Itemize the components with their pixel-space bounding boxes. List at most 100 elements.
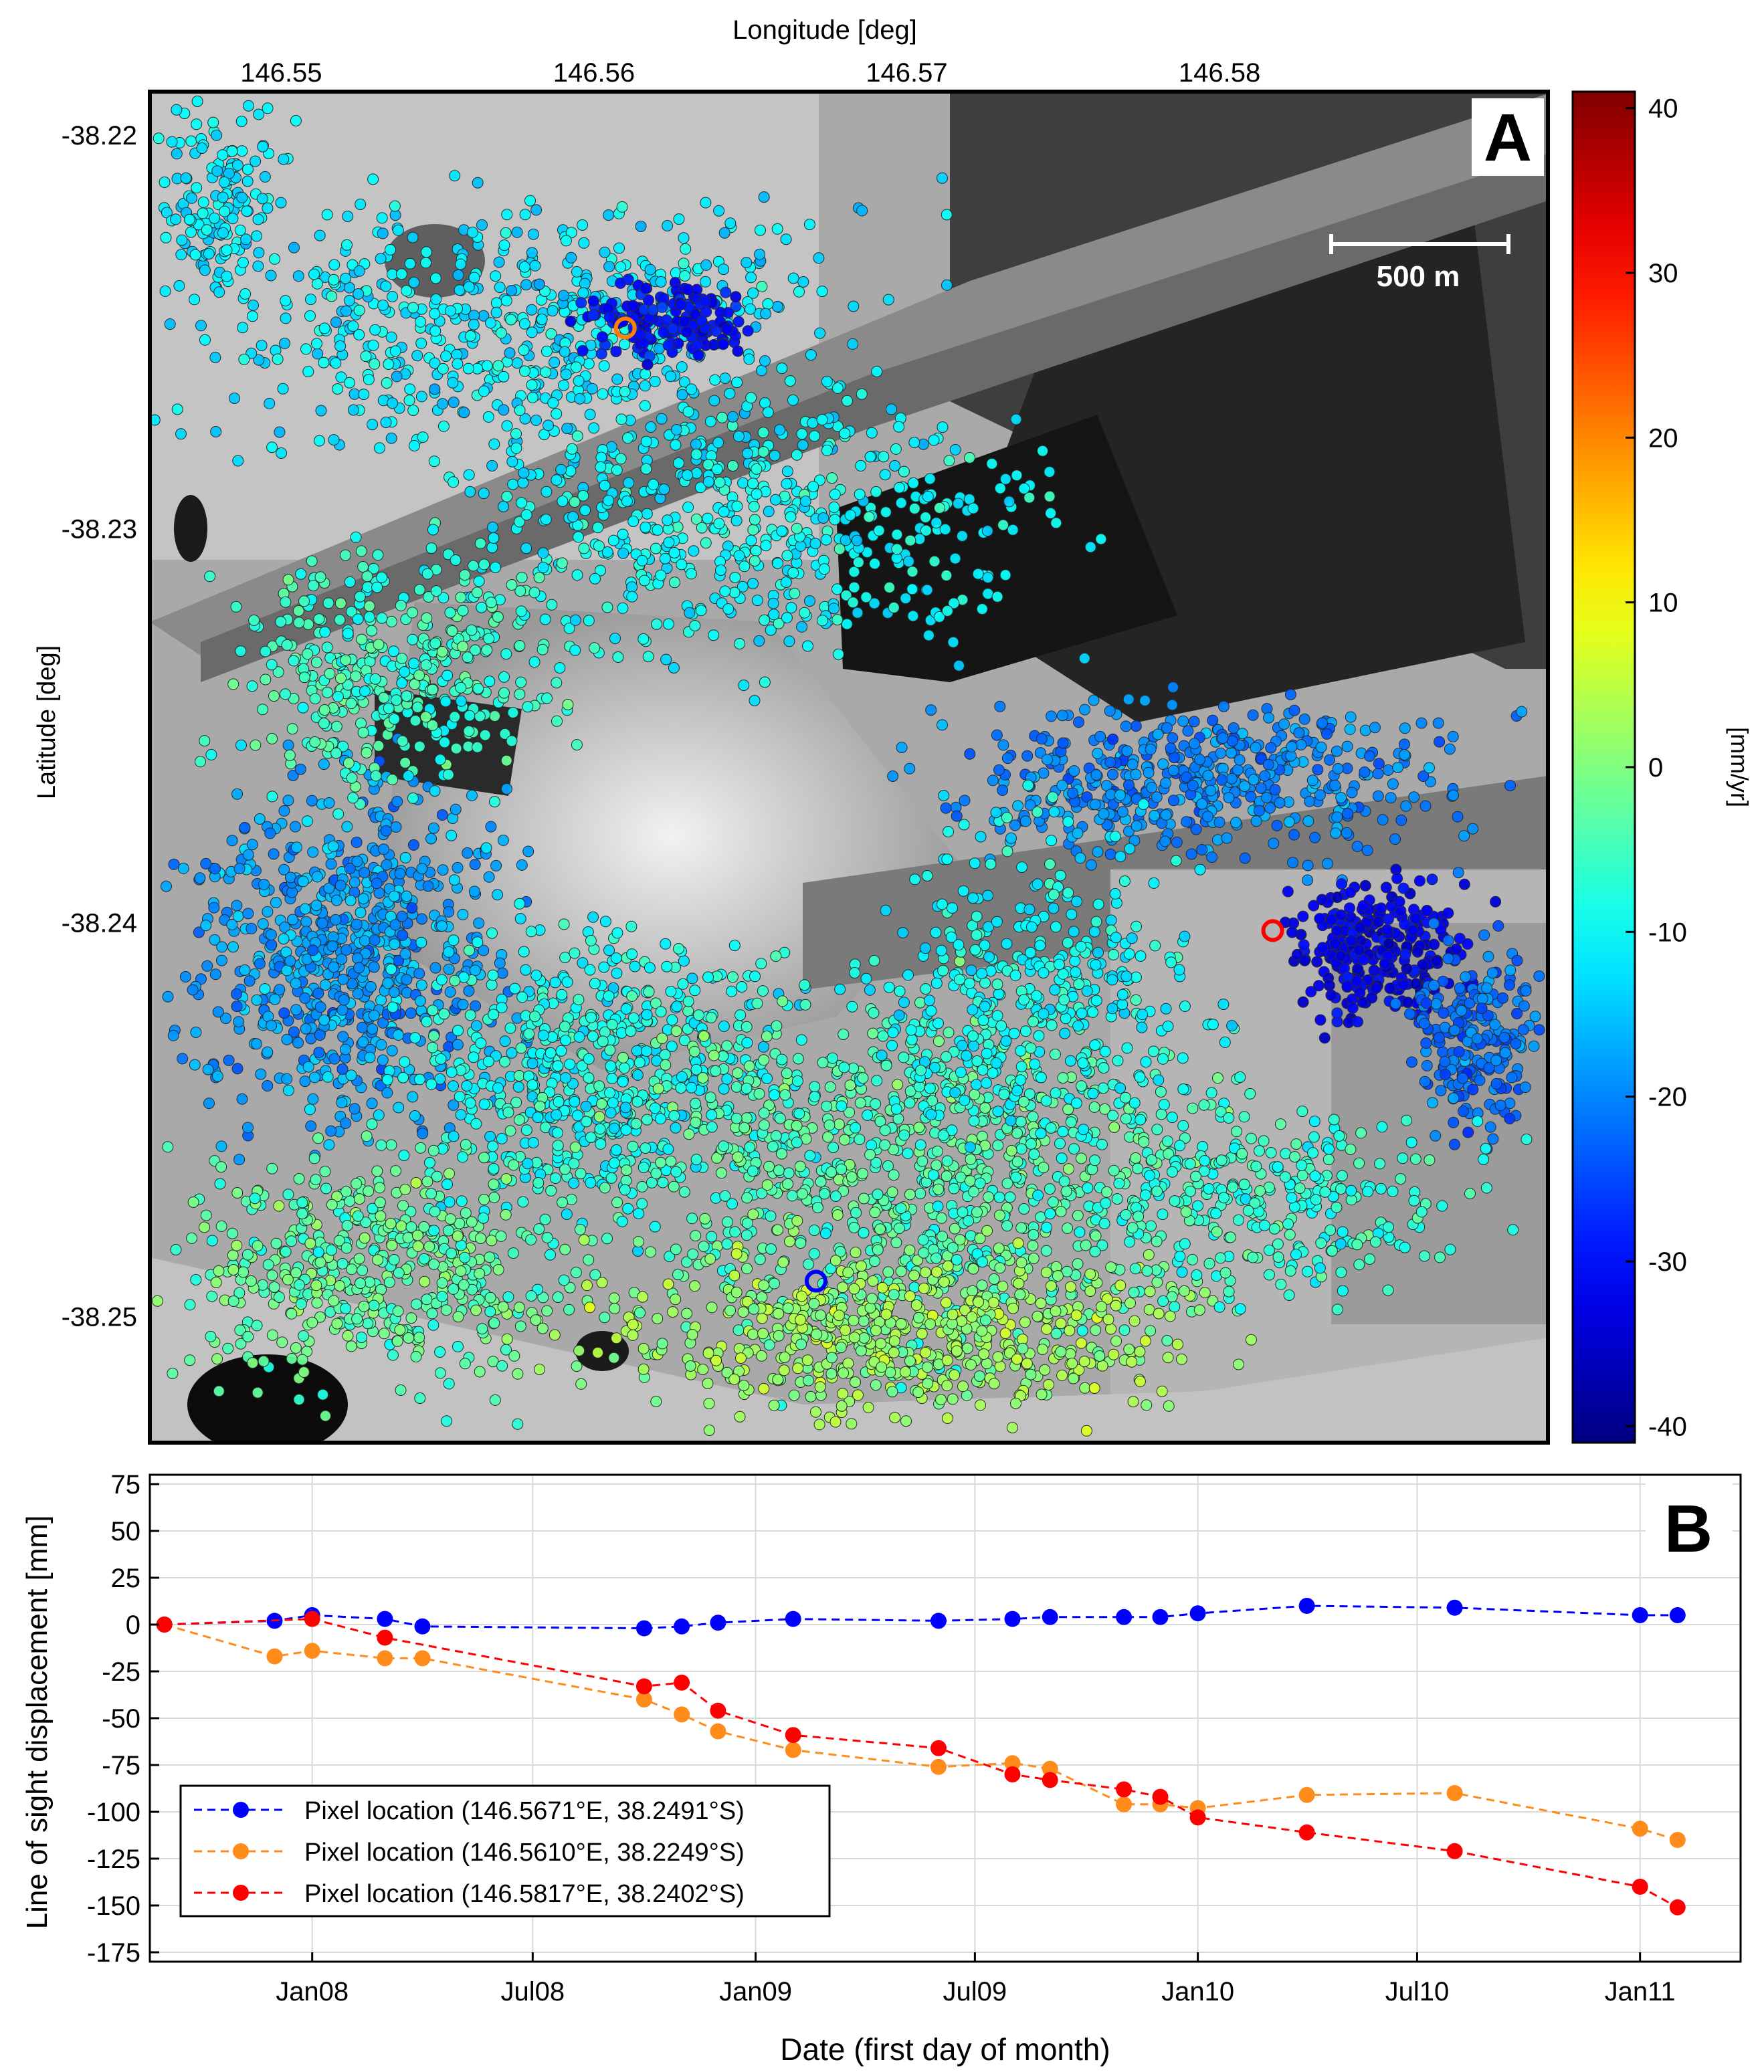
ps-point <box>399 1056 411 1068</box>
ps-point <box>848 566 860 578</box>
ps-point <box>935 1394 947 1406</box>
ps-point <box>640 368 652 380</box>
ps-point <box>282 1084 294 1096</box>
ps-point <box>829 488 841 500</box>
ps-point <box>389 919 401 931</box>
ps-point <box>328 1295 340 1307</box>
ps-point <box>575 297 587 309</box>
ps-point <box>482 411 494 423</box>
ps-point <box>941 1155 953 1167</box>
ps-point <box>617 547 629 559</box>
ps-point <box>526 1079 538 1091</box>
ps-point <box>772 1224 784 1236</box>
ps-point <box>498 501 509 512</box>
ps-point <box>557 1197 569 1209</box>
ps-point <box>583 615 595 627</box>
ps-point <box>815 1176 827 1188</box>
ps-point <box>421 1016 433 1027</box>
ps-point <box>941 279 953 291</box>
ps-point <box>926 1095 939 1107</box>
ps-point <box>1372 768 1384 780</box>
ps-point <box>605 1060 617 1072</box>
ps-point <box>452 1039 464 1051</box>
ps-point <box>598 360 610 372</box>
ps-point <box>649 1221 661 1233</box>
ps-point <box>1025 1138 1037 1150</box>
ps-point <box>703 1425 715 1436</box>
ps-point <box>583 1254 595 1266</box>
ps-point <box>692 339 703 351</box>
ps-point <box>186 1232 198 1244</box>
ps-point <box>490 859 502 871</box>
ps-point <box>601 601 613 613</box>
ps-point <box>838 1029 850 1040</box>
ps-point <box>913 1312 924 1324</box>
ps-point <box>777 995 789 1007</box>
ps-point <box>434 1367 446 1379</box>
ps-point <box>862 1401 874 1413</box>
ps-point <box>468 1051 480 1063</box>
ps-point <box>921 1361 933 1373</box>
ps-point <box>494 282 506 294</box>
ps-point <box>391 1335 403 1347</box>
ps-point <box>973 1296 985 1308</box>
ps-point <box>941 605 953 617</box>
ps-point <box>785 511 797 523</box>
ps-point <box>293 1173 305 1184</box>
ps-point <box>307 944 319 956</box>
ps-point <box>1274 1118 1286 1130</box>
ps-point <box>194 872 206 884</box>
ps-point <box>760 540 772 552</box>
ps-point <box>357 1021 369 1033</box>
ps-point <box>888 1346 900 1358</box>
ps-point <box>540 514 552 526</box>
ps-point <box>751 463 763 475</box>
ps-point <box>138 877 149 888</box>
ps-point <box>320 1410 331 1422</box>
panel-a-ylabel: Latitude [deg] <box>33 645 61 799</box>
ps-point <box>513 1070 525 1081</box>
ps-point <box>776 1053 788 1065</box>
ps-point <box>307 846 319 858</box>
ps-point <box>842 395 853 407</box>
ps-point <box>671 1001 683 1013</box>
ps-point <box>298 1330 310 1342</box>
ps-point <box>342 211 354 222</box>
ps-point <box>280 1246 292 1258</box>
ps-point <box>314 435 325 447</box>
y-tick-label: -38.22 <box>62 121 137 150</box>
ps-point <box>703 1398 715 1410</box>
ps-point <box>358 389 370 401</box>
ps-point <box>603 944 615 956</box>
ps-point <box>639 400 651 412</box>
ps-point <box>428 455 440 468</box>
ps-point <box>631 1045 643 1057</box>
ps-point <box>403 1332 415 1344</box>
ps-point <box>330 357 342 369</box>
ps-point <box>870 1098 882 1110</box>
ps-point <box>957 1380 969 1392</box>
ps-point <box>668 662 680 674</box>
ps-point <box>282 795 294 807</box>
ps-point <box>488 1009 500 1021</box>
ps-point <box>490 270 502 282</box>
ps-point <box>498 404 510 416</box>
ps-point <box>486 1235 498 1247</box>
ps-point <box>162 1141 174 1153</box>
ps-point <box>801 1354 813 1366</box>
ps-point <box>670 1025 682 1037</box>
ps-point <box>256 340 268 351</box>
ps-point <box>404 257 416 270</box>
ps-point <box>429 962 442 974</box>
ps-point <box>696 522 708 534</box>
ps-point <box>904 534 916 546</box>
ps-point <box>882 1266 894 1278</box>
ps-point <box>776 525 788 537</box>
ps-point <box>822 1131 834 1143</box>
ps-point <box>415 979 427 991</box>
ps-point <box>991 591 1003 603</box>
ps-point <box>484 1130 496 1142</box>
ps-point <box>411 350 423 362</box>
ps-point <box>111 1278 122 1289</box>
ps-point <box>722 1216 733 1228</box>
